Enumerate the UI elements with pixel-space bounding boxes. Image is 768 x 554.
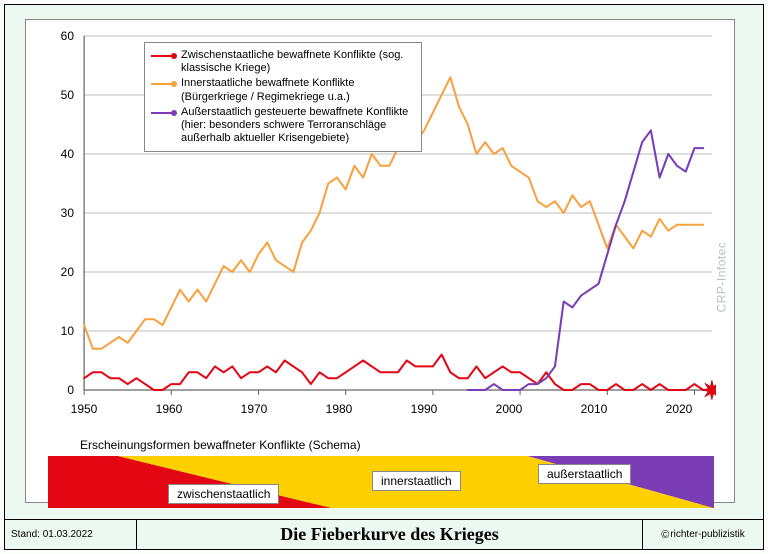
legend-label-intrastate: Innerstaatliche bewaffnete Konflikte (Bü… (181, 77, 415, 103)
legend-item-interstate: Zwischenstaatliche bewaffnete Konflikte … (151, 49, 415, 75)
legend-label-interstate: Zwischenstaatliche bewaffnete Konflikte … (181, 49, 415, 75)
legend-label-extrastate: Außerstaatlich gesteuerte bewaffnete Kon… (181, 106, 415, 146)
ytick-label: 20 (61, 265, 74, 279)
legend-item-extrastate: Außerstaatlich gesteuerte bewaffnete Kon… (151, 106, 415, 146)
ytick-label: 30 (61, 206, 74, 220)
ytick-label: 60 (61, 29, 74, 43)
xtick-label: 2010 (581, 402, 608, 416)
ytick-label: 50 (61, 88, 74, 102)
xtick-label: 1960 (156, 402, 183, 416)
legend-swatch-interstate (151, 55, 175, 57)
outer-frame: Zwischenstaatliche bewaffnete Konflikte … (4, 4, 764, 550)
ytick-label: 10 (61, 324, 74, 338)
legend-swatch-intrastate (151, 83, 175, 85)
watermark-text: CRP-Infotec (715, 242, 729, 313)
page-title: Die Fieberkurve des Krieges (137, 520, 643, 549)
ytick-label: 40 (61, 147, 74, 161)
xtick-label: 1990 (411, 402, 438, 416)
xtick-label: 1980 (326, 402, 353, 416)
xtick-label: 1970 (241, 402, 268, 416)
xtick-label: 2020 (666, 402, 693, 416)
schema-band: zwischenstaatlich innerstaatlich außerstaa… (48, 456, 714, 508)
schema-label: Erscheinungsformen bewaffneter Konflikte… (80, 438, 361, 452)
ytick-label: 0 (67, 383, 74, 397)
schema-tag: außerstaatlich (538, 464, 631, 484)
schema-tag: zwischenstaatlich (168, 484, 279, 504)
schema-tag: innerstaatlich (372, 471, 461, 491)
footer-bar: Stand: 01.03.2022 Die Fieberkurve des Kr… (5, 519, 763, 549)
chart-frame: Zwischenstaatliche bewaffnete Konflikte … (25, 19, 735, 503)
xtick-label: 2000 (496, 402, 523, 416)
date-stamp: Stand: 01.03.2022 (5, 520, 137, 549)
legend-swatch-extrastate (151, 112, 175, 114)
credit-text: richter-publizistik (670, 529, 744, 540)
legend-item-intrastate: Innerstaatliche bewaffnete Konflikte (Bü… (151, 77, 415, 103)
xtick-label: 1950 (71, 402, 98, 416)
credit: © richter-publizistik (643, 520, 763, 549)
legend-box: Zwischenstaatliche bewaffnete Konflikte … (144, 42, 422, 152)
plot-area: Zwischenstaatliche bewaffnete Konflikte … (80, 28, 716, 416)
